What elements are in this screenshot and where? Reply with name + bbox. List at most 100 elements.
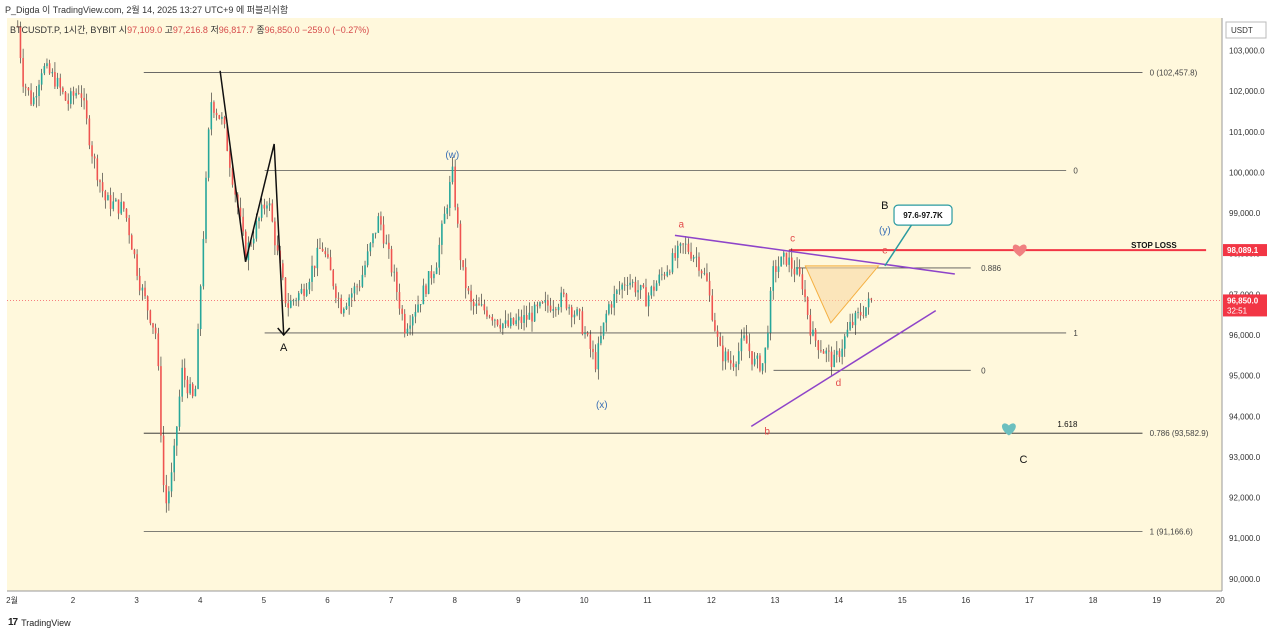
candle-body [753, 358, 756, 365]
candle-body [828, 350, 830, 352]
candle-body [218, 115, 221, 119]
candle-body [584, 332, 586, 335]
candle-body [732, 363, 735, 368]
candle-body [340, 298, 342, 314]
candle-body [658, 274, 661, 284]
candle-body [316, 247, 319, 269]
y-tick-label: 96,000.0 [1229, 331, 1261, 340]
candle-body [266, 205, 268, 209]
candle-body [154, 327, 157, 334]
candle-body [547, 300, 549, 306]
candle-body [268, 203, 271, 206]
candle-body [480, 304, 483, 306]
candle-body [674, 253, 676, 258]
candle-body [152, 323, 154, 328]
candle-body [735, 364, 737, 368]
candle-body [297, 293, 300, 301]
candle-body [388, 242, 390, 250]
candle-body [377, 216, 380, 233]
y-tick-label: 99,000.0 [1229, 209, 1261, 218]
candle-body [507, 320, 509, 327]
candle-body [403, 313, 406, 334]
candle-body [727, 351, 729, 361]
candle-body [634, 281, 637, 293]
x-tick-label: 16 [961, 596, 970, 605]
level-label: 0 [981, 366, 986, 375]
candle-body [101, 182, 104, 192]
candle-body [128, 217, 130, 236]
candle-body [372, 233, 374, 244]
candle-body [783, 252, 785, 257]
candle-body [854, 312, 857, 326]
countdown-text: 32:51 [1227, 306, 1248, 315]
candle-body [568, 307, 570, 309]
x-tick-label: 4 [198, 596, 203, 605]
candle-body [35, 95, 38, 98]
candle-body [435, 267, 438, 274]
candle-body [499, 324, 502, 329]
candle-body [75, 93, 77, 96]
candle-body [96, 158, 99, 181]
candle-body [557, 307, 560, 311]
candle-body [610, 304, 613, 308]
callout-box [893, 204, 953, 226]
candle-body [838, 350, 841, 357]
candle-body [769, 290, 772, 333]
close-label: 종 [256, 25, 265, 35]
candle-body [859, 311, 862, 316]
candle-body [676, 245, 679, 258]
candle-body [165, 485, 168, 504]
candle-body [793, 268, 796, 275]
level-label: 0 [1073, 166, 1078, 175]
candle-body [353, 286, 356, 294]
candle-body [865, 307, 867, 317]
candle-body [533, 304, 536, 322]
candle-body [560, 292, 562, 308]
candle-body [777, 266, 780, 272]
candle-body [671, 253, 674, 273]
candle-body [234, 184, 236, 195]
candle-body [308, 281, 311, 290]
candle-body [43, 66, 46, 74]
y-tick-label: 94,000.0 [1229, 412, 1261, 421]
candle-body [790, 257, 793, 269]
wave-label: A [280, 342, 288, 354]
candle-body [589, 334, 592, 349]
candle-body [17, 26, 19, 27]
x-tick-label: 17 [1025, 596, 1034, 605]
candle-body [390, 249, 393, 273]
candle-body [115, 199, 117, 202]
x-tick-label: 3 [134, 596, 139, 605]
candle-body [345, 306, 348, 309]
candle-body [843, 336, 846, 349]
candle-body [411, 316, 414, 326]
candle-body [711, 295, 714, 321]
candle-body [138, 275, 141, 291]
candle-body [478, 303, 480, 306]
currency-label: USDT [1231, 26, 1253, 35]
candle-body [743, 335, 745, 339]
candle-body [260, 204, 263, 218]
candle-body [719, 336, 721, 346]
candle-body [523, 315, 525, 323]
wave-label: (y) [879, 225, 891, 236]
candle-body [698, 256, 700, 271]
wave-label: C [1020, 454, 1028, 466]
candle-body [502, 323, 504, 329]
candle-body [804, 289, 806, 298]
candle-body [364, 265, 366, 275]
y-tick-label: 92,000.0 [1229, 494, 1261, 503]
candle-body [290, 300, 292, 308]
candle-body [737, 351, 740, 365]
candle-body [549, 305, 552, 311]
y-tick-label: 91,000.0 [1229, 534, 1261, 543]
candle-body [528, 312, 531, 320]
candle-body [788, 257, 790, 265]
candle-body [83, 97, 85, 101]
candle-body [223, 116, 226, 125]
candle-body [443, 213, 446, 224]
candle-body [369, 243, 372, 252]
level-label: 1 (91,166.6) [1150, 527, 1193, 536]
candle-body [525, 315, 528, 320]
